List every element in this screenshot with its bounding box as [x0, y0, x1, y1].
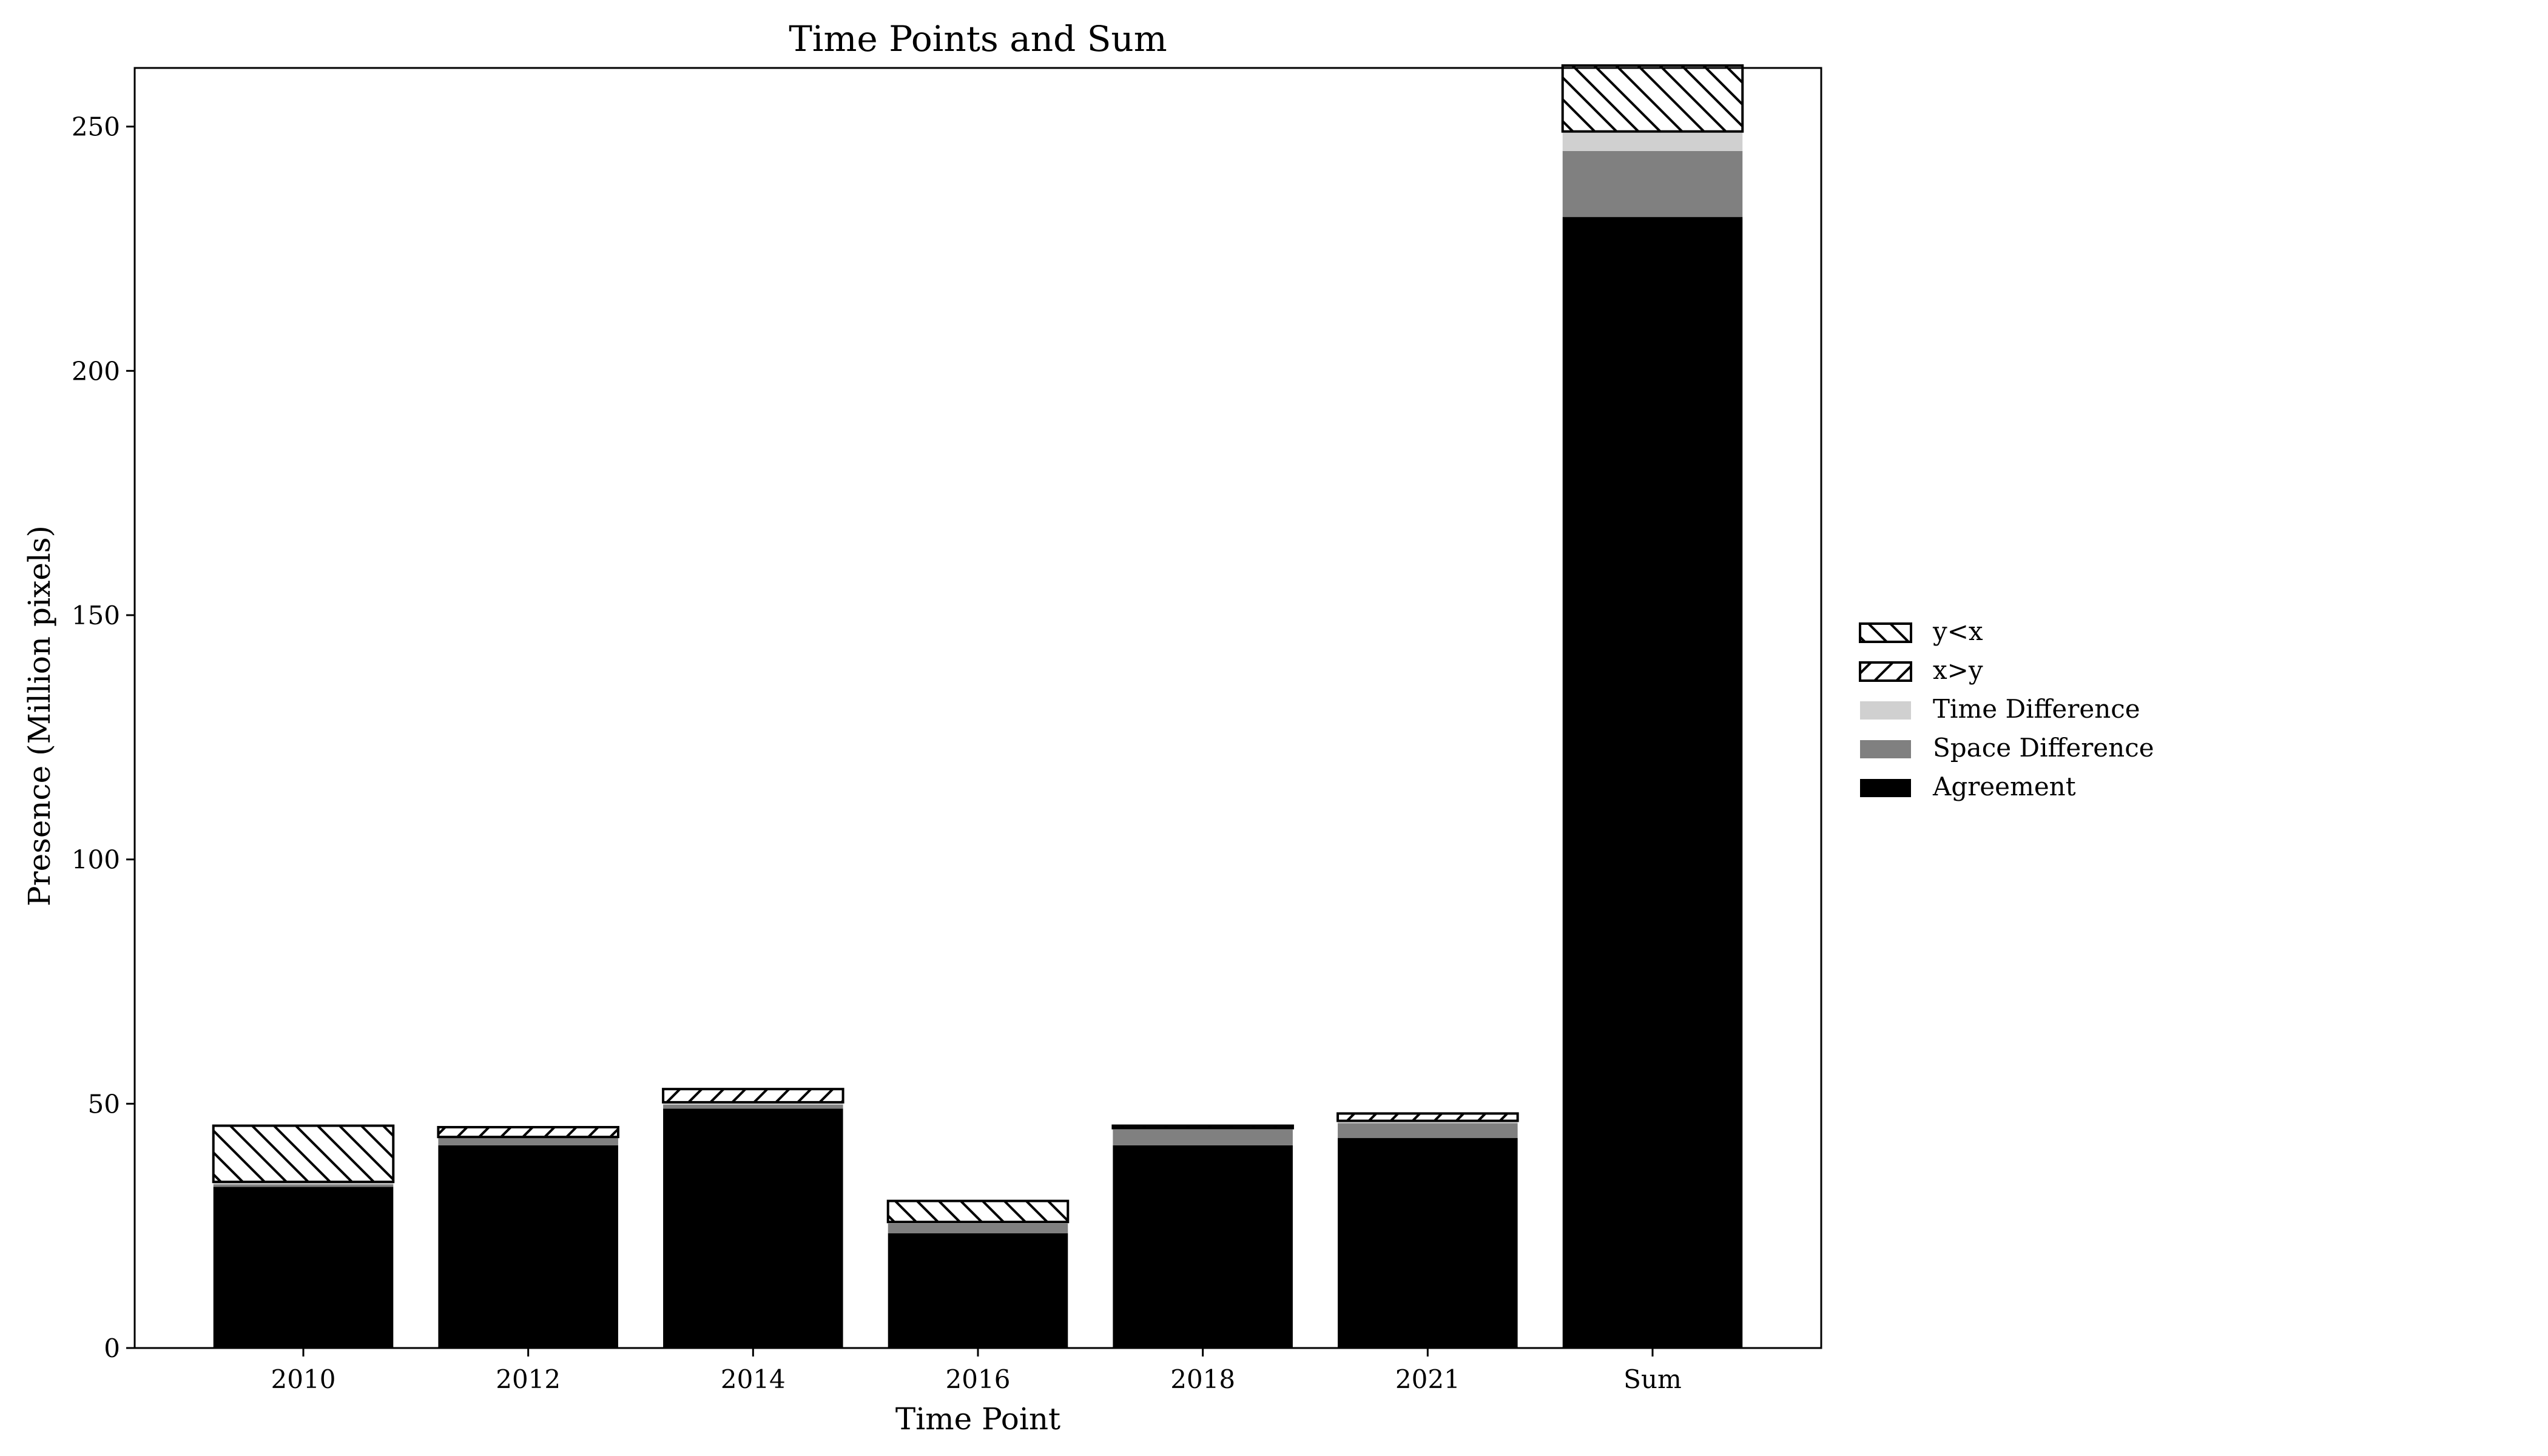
y-axis-label: Presence (Million pixels) — [22, 525, 57, 906]
bar-space-difference-2014 — [663, 1105, 843, 1108]
y-tick-label: 100 — [72, 845, 120, 875]
chart-title: Time Points and Sum — [789, 18, 1167, 59]
x-tick-label: 2014 — [721, 1364, 786, 1394]
legend-swatch-time-difference — [1860, 701, 1911, 720]
bar-agreement-2012 — [438, 1145, 618, 1348]
x-tick-label: 2018 — [1170, 1364, 1235, 1394]
x-tick-label: 2021 — [1395, 1364, 1460, 1394]
legend-label-x-y: x>y — [1933, 655, 1983, 685]
y-tick-label: 50 — [88, 1089, 120, 1119]
bars-layer — [214, 66, 1743, 1348]
bar-space-difference-2010 — [214, 1184, 394, 1187]
bar-space-difference-2018 — [1113, 1130, 1293, 1145]
x-tick-label: 2012 — [496, 1364, 561, 1394]
bar-agreement-2010 — [214, 1187, 394, 1348]
bar-space-difference-2021 — [1338, 1124, 1518, 1138]
bar-y-x-2016 — [888, 1201, 1068, 1222]
legend-swatch-x-y — [1860, 662, 1911, 681]
legend-swatch-agreement — [1860, 779, 1911, 797]
bar-agreement-2014 — [663, 1108, 843, 1348]
legend-label-agreement: Agreement — [1932, 772, 2076, 801]
bar-x-y-2014 — [663, 1089, 843, 1102]
bar-agreement-sum — [1563, 217, 1743, 1348]
bar-space-difference-2016 — [888, 1224, 1068, 1233]
bar-agreement-2021 — [1338, 1138, 1518, 1348]
legend-swatch-space-difference — [1860, 740, 1911, 758]
y-tick-label: 200 — [72, 356, 120, 386]
bar-agreement-2018 — [1113, 1145, 1293, 1348]
legend-label-y-x: y<x — [1932, 616, 1983, 646]
bar-x-y-2018 — [1113, 1126, 1293, 1128]
legend-label-space-difference: Space Difference — [1933, 733, 2154, 763]
x-tick-label: Sum — [1623, 1364, 1682, 1394]
y-tick-label: 150 — [72, 601, 120, 630]
bar-time-difference-sum — [1563, 132, 1743, 151]
x-tick-label: 2010 — [271, 1364, 336, 1394]
legend-swatch-y-x — [1860, 624, 1911, 642]
x-axis-label: Time Point — [895, 1401, 1060, 1437]
bar-space-difference-sum — [1563, 151, 1743, 217]
y-tick-label: 0 — [104, 1333, 120, 1363]
bar-y-x-sum — [1563, 66, 1743, 132]
legend: y<x x>y Time Difference Space Difference Agr… — [1860, 616, 2154, 801]
bar-x-y-2021 — [1338, 1113, 1518, 1121]
bar-y-x-2010 — [214, 1126, 394, 1182]
bar-x-y-2012 — [438, 1127, 618, 1137]
legend-label-time-difference: Time Difference — [1933, 694, 2140, 724]
y-tick-label: 250 — [72, 112, 120, 142]
bar-space-difference-2012 — [438, 1138, 618, 1145]
bar-agreement-2016 — [888, 1233, 1068, 1348]
x-tick-label: 2016 — [946, 1364, 1011, 1394]
